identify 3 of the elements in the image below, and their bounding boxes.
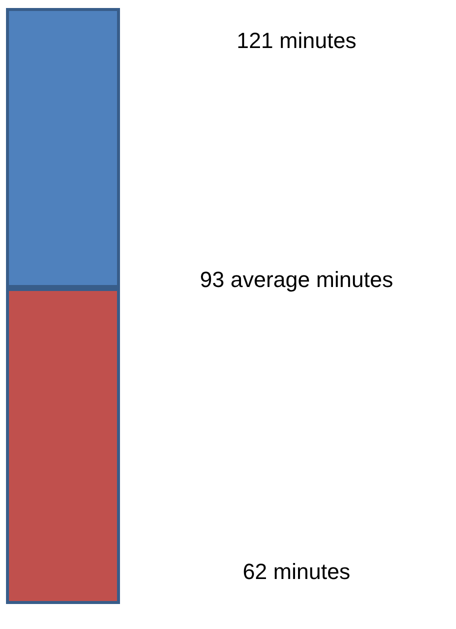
- text: 93 average minutes: [200, 267, 394, 292]
- text: 121 minutes: [236, 28, 356, 54]
- text: 62 minutes: [242, 559, 350, 584]
